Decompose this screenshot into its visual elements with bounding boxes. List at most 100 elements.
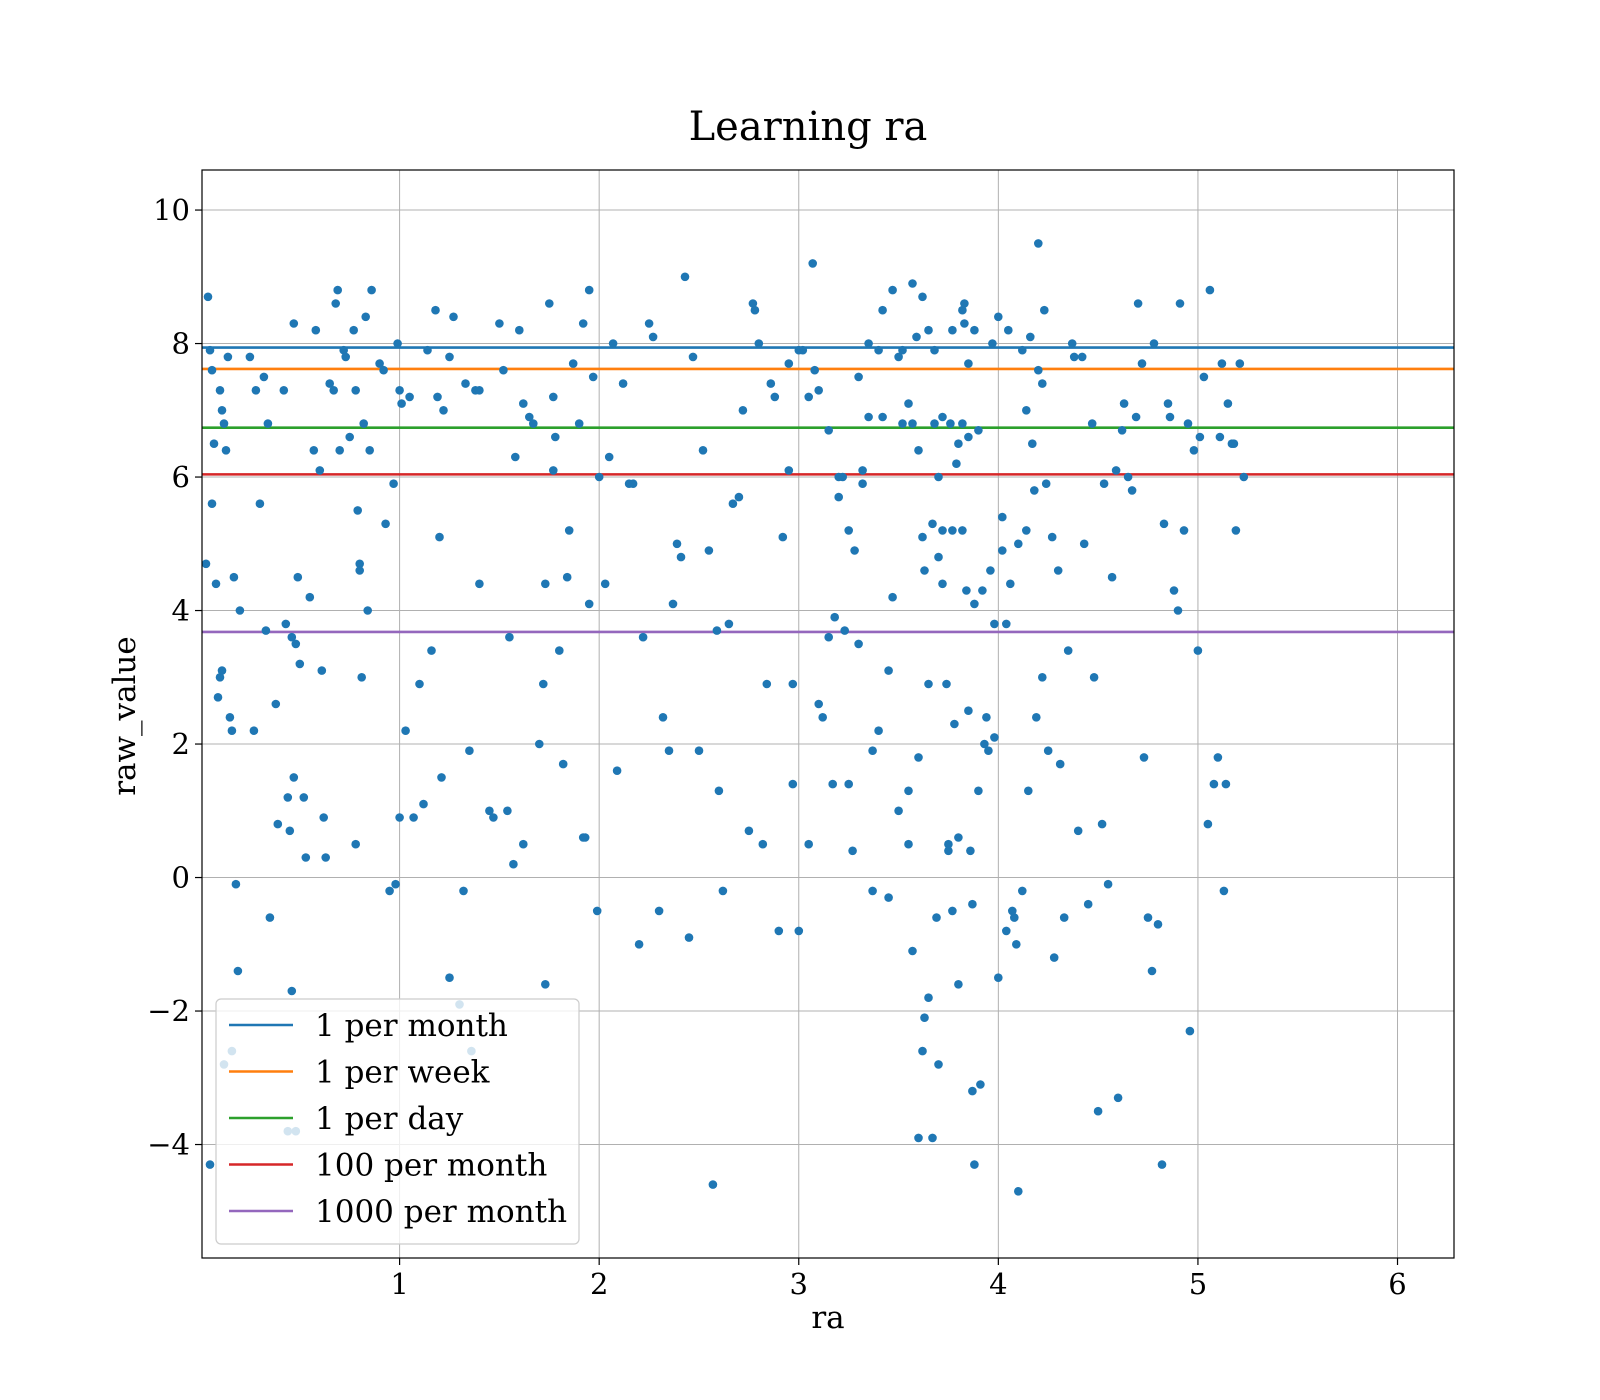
scatter-point: [1133, 299, 1143, 308]
scatter-point: [968, 899, 977, 909]
scatter-point: [1018, 345, 1027, 355]
scatter-point: [1047, 532, 1057, 542]
scatter-point: [634, 940, 644, 949]
scatter-point: [205, 345, 215, 355]
scatter-point: [908, 419, 917, 428]
scatter-point: [511, 452, 520, 462]
scatter-point: [221, 446, 231, 455]
scatter-point: [994, 973, 1003, 982]
scatter-point: [946, 419, 955, 428]
scatter-point: [219, 419, 229, 428]
scatter-point: [1231, 526, 1241, 535]
scatter-point: [475, 579, 484, 589]
scatter-point: [978, 586, 987, 595]
scatter-point: [359, 419, 369, 428]
scatter-point: [345, 432, 355, 442]
scatter-point: [818, 713, 827, 722]
scatter-point: [301, 853, 311, 862]
scatter-point: [898, 419, 907, 428]
scatter-point: [1149, 339, 1159, 348]
grid-layer: [202, 170, 1454, 1258]
scatter-point: [958, 305, 967, 315]
scatter-point: [437, 773, 446, 782]
scatter-point: [592, 906, 602, 916]
scatter-point: [950, 719, 959, 729]
scatter-point: [990, 733, 999, 742]
scatter-point: [379, 365, 388, 375]
scatter-point: [1205, 285, 1215, 295]
scatter-point: [299, 793, 309, 802]
scatter-point: [541, 579, 550, 589]
scatter-point: [503, 806, 512, 816]
scatter-point: [672, 539, 682, 549]
scatter-point: [788, 779, 798, 789]
scatter-point: [1203, 819, 1213, 829]
scatter-point: [954, 833, 963, 842]
scatter-point: [584, 599, 594, 609]
scatter-point: [918, 1046, 927, 1056]
scatter-point: [628, 479, 638, 489]
scatter-point: [331, 299, 341, 308]
scatter-point: [920, 1013, 929, 1022]
scatter-point: [321, 853, 331, 862]
scatter-point: [1053, 566, 1063, 575]
scatter-point: [445, 973, 454, 982]
scatter-point: [1119, 399, 1129, 408]
scatter-point: [393, 339, 402, 348]
scatter-point: [367, 285, 376, 295]
scatter-point: [684, 933, 694, 942]
scatter-point: [439, 406, 448, 415]
scatter-point: [844, 526, 853, 535]
scatter-point: [1012, 940, 1021, 949]
scatter-point: [578, 319, 588, 328]
legend-label: 1 per month: [315, 1008, 508, 1044]
scatter-point: [1034, 365, 1043, 375]
scatter-point: [766, 379, 776, 388]
scatter-point: [894, 352, 903, 362]
scatter-point: [748, 299, 758, 308]
scatter-point: [918, 532, 927, 542]
scatter-point: [698, 446, 708, 455]
scatter-point: [283, 793, 293, 802]
y-tick-label: −4: [147, 1128, 190, 1162]
scatter-point: [828, 779, 837, 789]
scatter-point: [265, 913, 275, 922]
scatter-point: [325, 379, 335, 388]
scatter-point: [509, 859, 518, 869]
scatter-point: [750, 305, 760, 315]
y-axis-label: raw_value: [107, 636, 143, 796]
scatter-point: [970, 325, 979, 335]
scatter-point: [934, 472, 943, 482]
scatter-point: [830, 612, 839, 622]
scatter-point: [435, 532, 444, 542]
scatter-point: [600, 579, 610, 589]
scatter-point: [291, 639, 301, 649]
scatter-point: [1069, 352, 1079, 362]
scatter-point: [848, 846, 857, 856]
scatter-point: [924, 993, 933, 1002]
scatter-point: [1127, 486, 1137, 495]
scatter-point: [564, 526, 574, 535]
scatter-point: [205, 1160, 215, 1169]
scatter-point: [1123, 472, 1133, 482]
x-tick-label: 6: [1388, 1267, 1406, 1301]
scatter-point: [884, 893, 893, 902]
scatter-point: [658, 713, 668, 722]
scatter-point: [984, 746, 993, 755]
scatter-point: [962, 586, 971, 595]
scatter-point: [584, 285, 594, 295]
scatter-point: [612, 766, 622, 775]
scatter-point: [944, 839, 953, 849]
scatter-point: [1063, 646, 1073, 655]
scatter-point: [281, 619, 291, 629]
scatter-point: [986, 566, 995, 575]
scatter-point: [770, 392, 780, 402]
scatter-point: [353, 506, 363, 515]
y-tick-label: 0: [172, 861, 190, 895]
scatter-point: [1209, 779, 1219, 789]
scatter-point: [391, 879, 400, 889]
scatter-point: [928, 519, 937, 529]
scatter-point: [868, 886, 877, 896]
scatter-point: [904, 839, 913, 849]
scatter-point: [209, 439, 219, 449]
